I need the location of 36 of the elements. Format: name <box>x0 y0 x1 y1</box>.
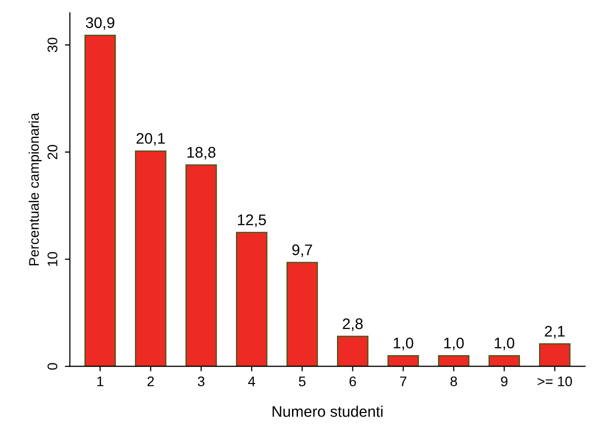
x-tick-label: 5 <box>298 376 306 386</box>
x-tick-label: >= 10 <box>538 376 572 386</box>
x-tick-label: 2 <box>148 376 154 386</box>
x-tick-label: 4 <box>248 376 256 386</box>
bar <box>488 355 520 366</box>
y-axis-title: Percentuale campionaria <box>28 112 42 266</box>
y-tick-label: 20 <box>48 144 58 160</box>
data-label: 20,1 <box>136 132 165 146</box>
x-tick-label: 6 <box>350 376 356 386</box>
x-tick-label: 9 <box>501 376 508 386</box>
data-label: 2,8 <box>342 318 363 331</box>
y-tick-label: 0 <box>48 363 58 370</box>
data-label: 18,8 <box>187 146 216 160</box>
x-tick-label: 3 <box>198 376 204 386</box>
bar <box>388 355 419 366</box>
bar <box>286 262 318 366</box>
bar <box>134 150 166 366</box>
data-label: 2,1 <box>544 326 565 338</box>
data-label: 1,0 <box>494 338 514 350</box>
x-tick-label: 1 <box>97 376 104 386</box>
x-tick-label: 7 <box>400 376 406 386</box>
data-label: 1,0 <box>394 338 414 350</box>
data-label: 30,9 <box>86 17 114 30</box>
bar <box>438 355 470 366</box>
bar <box>185 164 217 366</box>
x-axis-title: Numero studenti <box>272 406 382 417</box>
bar <box>236 232 268 366</box>
bar <box>337 336 368 366</box>
data-label: 12,5 <box>238 214 266 228</box>
bar <box>84 34 116 366</box>
data-label: 9,7 <box>292 244 312 258</box>
y-tick-label: 30 <box>48 38 58 52</box>
bar <box>539 343 570 366</box>
data-label: 1,0 <box>444 338 464 350</box>
x-tick-label: 8 <box>450 376 457 386</box>
y-tick-label: 10 <box>48 252 58 266</box>
